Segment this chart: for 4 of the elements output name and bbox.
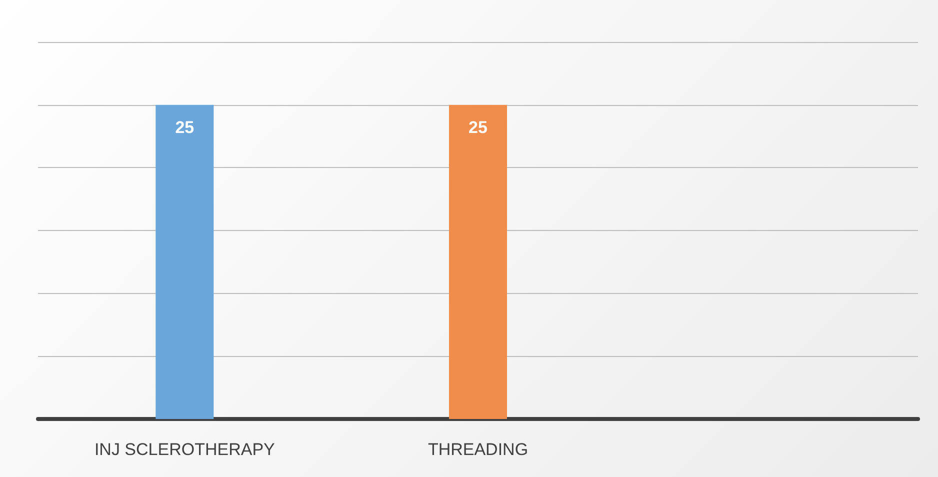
data-label: 25	[175, 118, 194, 137]
x-tick-label: THREADING	[428, 440, 528, 459]
data-label: 25	[468, 118, 488, 137]
x-tick-label: INJ SCLEROTHERAPY	[94, 440, 275, 459]
